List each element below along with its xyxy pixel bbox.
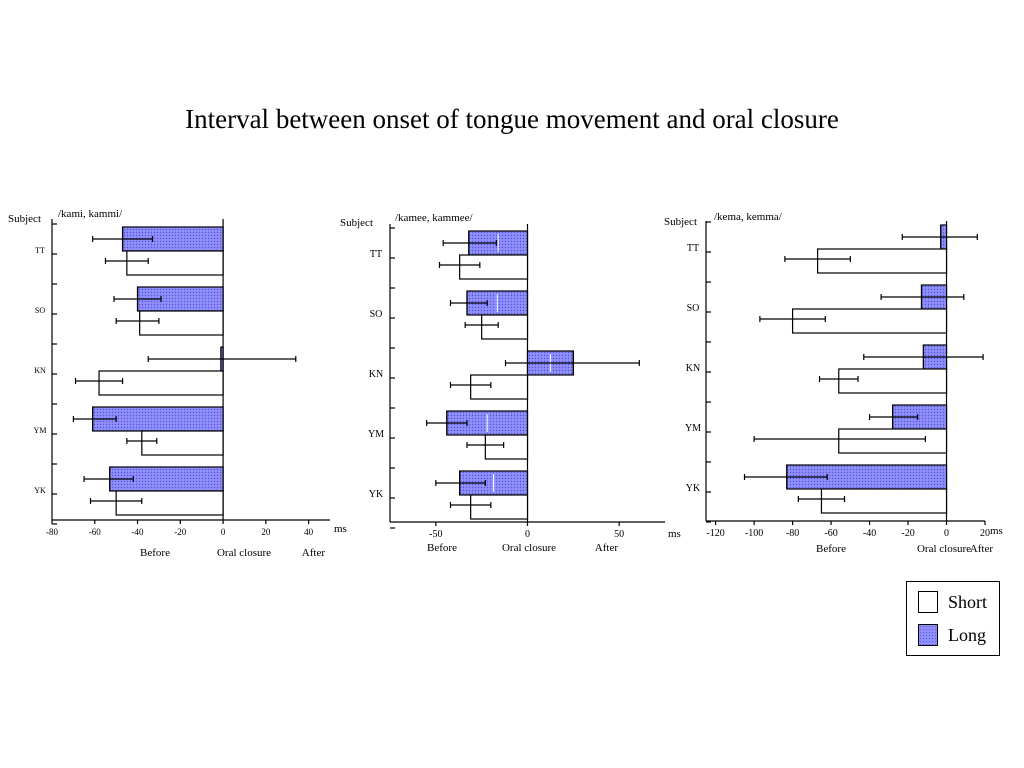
bar-short — [459, 254, 529, 280]
x-tick-label: -40 — [863, 528, 876, 539]
category-label: TT — [370, 249, 382, 260]
category-label: SO — [370, 309, 383, 320]
chart-title: /kamee, kammee/ — [395, 212, 474, 224]
x-tick-label: -80 — [46, 527, 58, 537]
category-label: TT — [35, 246, 45, 255]
category-label: YK — [369, 489, 384, 500]
x-axis-annotation: After — [970, 543, 994, 555]
slide-title: Interval between onset of tongue movemen… — [185, 104, 839, 134]
chart-title: /kema, kemma/ — [714, 211, 783, 223]
x-axis-annotation: Oral closure — [917, 543, 971, 555]
chart-title: /kami, kammi/ — [58, 208, 123, 220]
x-tick-label: -60 — [89, 527, 101, 537]
x-tick-label: -120 — [706, 528, 724, 539]
bar-short — [484, 434, 529, 460]
legend-label-long: Long — [948, 624, 986, 645]
x-axis-annotation: After — [302, 547, 326, 559]
bar-short — [98, 370, 224, 396]
category-label: SO — [687, 303, 700, 314]
bar-short — [838, 428, 948, 454]
x-tick-label: -60 — [824, 528, 837, 539]
category-label: YM — [368, 429, 384, 440]
legend-swatch-short — [918, 591, 938, 613]
x-tick-label: 0 — [944, 528, 949, 539]
x-tick-label: 20 — [261, 527, 271, 537]
x-tick-label: -100 — [745, 528, 763, 539]
x-axis-annotation: After — [595, 542, 619, 554]
bar-short — [820, 488, 948, 514]
x-axis-unit: ms — [990, 525, 1003, 537]
x-tick-label: -50 — [429, 529, 442, 540]
chart-kema: -120 -100 -80 -60 -40 -20 0 20 Subject/kema, kem… — [664, 211, 1003, 555]
bar-short — [126, 250, 224, 276]
category-label: KN — [369, 369, 383, 380]
x-axis-unit: ms — [334, 523, 347, 535]
legend-label-short: Short — [948, 591, 988, 612]
category-label: YK — [34, 486, 46, 495]
bar-short — [791, 308, 948, 334]
bar-short — [115, 490, 224, 516]
y-axis-title: Subject — [8, 213, 41, 225]
bar-short — [838, 368, 948, 394]
bar-short — [139, 310, 224, 336]
x-tick-label: -20 — [901, 528, 914, 539]
category-label: YM — [34, 426, 47, 435]
x-axis-annotation: Oral closure — [217, 547, 271, 559]
bar-short — [470, 374, 529, 400]
x-axis-annotation: Before — [427, 542, 457, 554]
legend-item-short: Short — [918, 590, 987, 614]
x-tick-label: -40 — [132, 527, 144, 537]
category-label: YK — [686, 483, 701, 494]
x-tick-label: 40 — [304, 527, 314, 537]
chart-kamee: -50 0 50 Subject/kamee, kammee/ms Before Oral… — [340, 212, 681, 554]
bar-short — [470, 494, 529, 520]
bar-short — [481, 314, 529, 340]
legend-item-long: Long — [918, 623, 986, 647]
x-tick-label: 0 — [221, 527, 226, 537]
bar-short — [816, 248, 948, 274]
legend-swatch-long — [918, 624, 938, 646]
x-tick-label: 50 — [614, 529, 624, 540]
x-axis-annotation: Before — [816, 543, 846, 555]
x-axis-annotation: Oral closure — [502, 542, 556, 554]
x-tick-label: 20 — [980, 528, 990, 539]
x-tick-label: 0 — [525, 529, 530, 540]
y-axis-title: Subject — [664, 216, 697, 228]
legend: Short Long — [906, 581, 1000, 656]
category-label: YM — [685, 423, 701, 434]
x-axis-unit: ms — [668, 528, 681, 540]
x-tick-label: -80 — [786, 528, 799, 539]
chart-kami: -80 -60 -40 -20 0 20 40 Subject/kami, kammi/ms B… — [8, 208, 347, 559]
category-label: SO — [35, 306, 45, 315]
category-label: KN — [34, 366, 46, 375]
x-tick-label: -20 — [174, 527, 186, 537]
x-axis-annotation: Before — [140, 547, 170, 559]
category-label: KN — [686, 363, 700, 374]
y-axis-title: Subject — [340, 217, 373, 229]
category-label: TT — [687, 243, 699, 254]
bar-short — [141, 430, 224, 456]
